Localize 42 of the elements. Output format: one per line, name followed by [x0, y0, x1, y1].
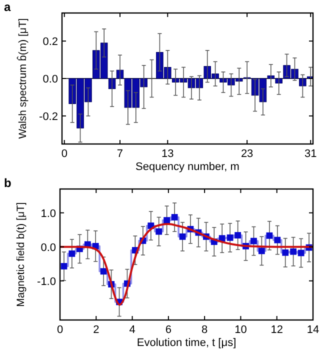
x-tick-label: 31 [304, 148, 317, 160]
x-tick-label: 13 [162, 148, 174, 160]
y-tick-label: 0.0 [40, 242, 56, 254]
y-axis-title: Walsh spectrum b̂(m) [μT] [16, 18, 29, 139]
y-tick-label: -0.2 [39, 110, 58, 123]
point [179, 233, 186, 240]
x-axis-title: Evolution time, t [μs] [136, 337, 236, 349]
x-tick-label: 8 [202, 324, 208, 336]
point [266, 232, 273, 239]
point [298, 250, 304, 256]
x-axis-title: Sequency number, m [136, 161, 240, 173]
x-tick-label: 7 [116, 148, 124, 160]
x-tick-label: 2 [93, 324, 100, 336]
point [171, 214, 178, 220]
chart-title: b [4, 176, 12, 190]
x-tick-label: 14 [306, 324, 320, 336]
y-tick-label: -1.0 [37, 276, 56, 288]
point [258, 248, 265, 254]
point [60, 263, 68, 270]
point [282, 249, 289, 256]
y-tick-label: 0.2 [42, 36, 58, 48]
point [68, 250, 76, 257]
point [218, 235, 226, 242]
x-tick-label: 0 [56, 324, 64, 336]
x-tick-label: 10 [234, 324, 247, 336]
x-tick-label: 0 [61, 148, 68, 160]
y-axis-title: Magnetic field b(t) [μT] [15, 202, 27, 307]
point [156, 228, 162, 235]
chart-title: a [4, 0, 11, 14]
x-tick-label: 23 [240, 148, 254, 160]
point [274, 236, 281, 244]
y-tick-label: 1.0 [40, 208, 56, 220]
point [234, 232, 242, 238]
point [250, 238, 257, 244]
point [226, 234, 234, 241]
x-tick-label: 12 [270, 324, 283, 336]
point [164, 217, 170, 224]
x-tick-label: 6 [165, 324, 172, 336]
point [290, 248, 296, 255]
point [100, 268, 107, 275]
y-tick-label: 0.0 [42, 74, 58, 86]
x-tick-label: 4 [129, 324, 136, 336]
